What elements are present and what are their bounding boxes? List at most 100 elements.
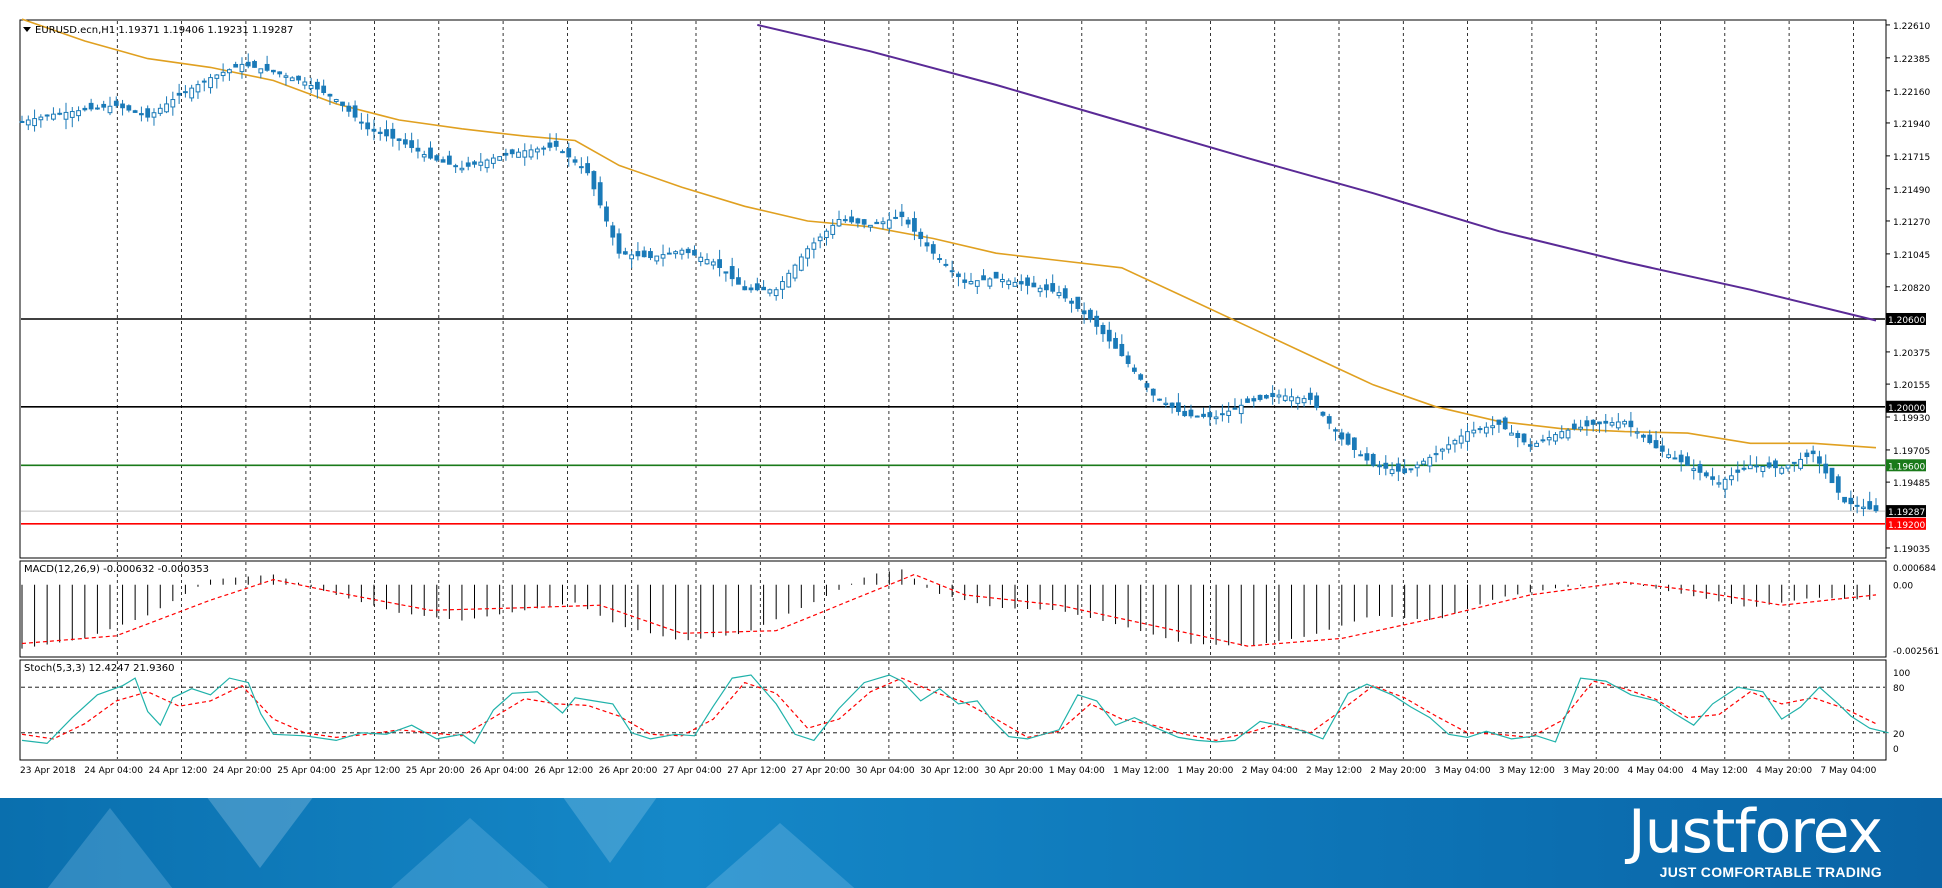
candlestick: [1823, 454, 1829, 479]
stochastic-y-tick-label: 100: [1893, 669, 1910, 679]
candlestick: [1025, 274, 1030, 295]
candlestick: [327, 93, 333, 106]
candlestick: [692, 245, 697, 256]
x-axis-tick-label: 2 May 04:00: [1242, 766, 1298, 776]
candlestick: [1421, 458, 1426, 466]
candlestick: [296, 75, 301, 85]
bear-candle-body: [233, 63, 239, 68]
candlestick: [377, 127, 383, 141]
bear-candle-body: [1515, 432, 1521, 438]
candlestick: [1232, 398, 1238, 410]
bull-candle-body: [69, 111, 75, 118]
bull-candle-body: [490, 157, 496, 164]
candlestick: [824, 228, 829, 246]
candlestick: [1534, 440, 1540, 447]
candlestick: [1791, 461, 1797, 472]
bull-candle-body: [805, 248, 810, 259]
x-axis-tick-label: 3 May 04:00: [1435, 766, 1491, 776]
bear-candle-body: [1364, 453, 1370, 461]
level-price-tag-label: 1.19200: [1888, 521, 1925, 531]
bear-candle-body: [1496, 419, 1502, 425]
bear-candle-body: [472, 161, 477, 165]
candlestick: [1835, 474, 1841, 500]
x-axis-tick-label: 26 Apr 04:00: [470, 766, 529, 776]
bear-candle-body: [1182, 410, 1188, 417]
candlestick: [208, 73, 213, 94]
macd-y-axis: 0.000684 0.00 -0.002561: [1893, 564, 1939, 657]
bear-candle-body: [956, 273, 961, 278]
decor-shape: [560, 798, 660, 863]
stochastic-y-tick-label: 0: [1893, 745, 1899, 755]
chart-area[interactable]: 23 Apr 2018 24 Apr 04:00 24 Apr 12:00 24 Ap…: [0, 0, 1942, 798]
candlestick: [1641, 433, 1646, 443]
bear-candle-body: [1773, 460, 1778, 469]
y-axis-tick-label: 1.21940: [1893, 120, 1930, 130]
bear-candle-body: [754, 283, 760, 291]
candlestick: [1289, 388, 1294, 408]
bear-candle-body: [245, 61, 251, 67]
level-price-tag: [1886, 312, 1926, 325]
bear-candle-body: [358, 121, 364, 124]
bear-candle-body: [692, 249, 697, 256]
bear-candle-body: [893, 216, 898, 219]
candlestick: [1817, 450, 1822, 474]
bear-candle-body: [1314, 395, 1320, 408]
candlestick: [723, 271, 729, 282]
bull-candle-body: [698, 256, 704, 262]
level-price-tag: [1886, 400, 1926, 413]
candlestick: [101, 100, 107, 111]
candlestick: [622, 247, 628, 255]
candlestick: [252, 59, 257, 68]
candlestick: [264, 55, 270, 72]
bear-candle-body: [113, 100, 119, 106]
x-axis-tick-label: 1 May 20:00: [1177, 766, 1233, 776]
bull-candle-body: [1012, 281, 1018, 287]
candlestick: [1245, 396, 1250, 403]
candlestick: [993, 271, 999, 279]
candlestick: [1873, 498, 1879, 513]
bull-candle-body: [195, 84, 201, 93]
bull-candle-body: [1446, 444, 1452, 450]
bull-candle-body: [1729, 475, 1734, 481]
bull-candle-body: [1553, 434, 1558, 442]
bear-candle-body: [1502, 417, 1508, 430]
bear-candle-body: [1823, 463, 1829, 474]
candlestick: [1031, 275, 1037, 288]
x-axis-tick-label: 24 Apr 12:00: [149, 766, 208, 776]
bear-candle-body: [1370, 453, 1376, 466]
x-axis-tick-label: 27 Apr 04:00: [663, 766, 722, 776]
bear-candle-body: [44, 114, 50, 117]
candlestick: [1697, 460, 1703, 481]
candlestick: [1307, 387, 1313, 405]
candlestick: [195, 80, 201, 99]
candlestick: [1861, 498, 1866, 517]
bear-candle-body: [1062, 288, 1068, 299]
candlestick: [937, 253, 942, 263]
bull-candle-body: [1785, 464, 1791, 469]
candlestick: [1408, 468, 1414, 473]
bear-candle-body: [1119, 343, 1125, 357]
bull-candle-body: [534, 148, 540, 153]
candlestick: [490, 153, 496, 169]
bull-candle-body: [673, 251, 678, 255]
candlestick: [472, 160, 477, 168]
bear-candle-body: [1194, 415, 1200, 418]
candlestick: [1364, 447, 1370, 465]
bear-candle-body: [434, 155, 440, 161]
candlestick: [534, 146, 540, 160]
y-axis-tick-label: 1.22385: [1893, 55, 1930, 65]
candlestick: [283, 72, 289, 86]
x-axis-tick-label: 4 May 04:00: [1628, 766, 1684, 776]
bull-candle-body: [1509, 432, 1514, 436]
x-axis-tick-label: 27 Apr 20:00: [792, 766, 851, 776]
candlestick: [1069, 298, 1074, 313]
level-price-tag-label: 1.20600: [1888, 316, 1925, 326]
candlestick: [88, 98, 94, 112]
bull-candle-body: [32, 118, 37, 127]
candlestick: [1754, 456, 1759, 473]
bear-candle-body: [1653, 440, 1659, 449]
candlestick: [95, 104, 100, 110]
level-price-tag-label: 1.20000: [1888, 404, 1925, 414]
candlestick: [321, 79, 327, 96]
bull-candle-body: [227, 69, 232, 74]
